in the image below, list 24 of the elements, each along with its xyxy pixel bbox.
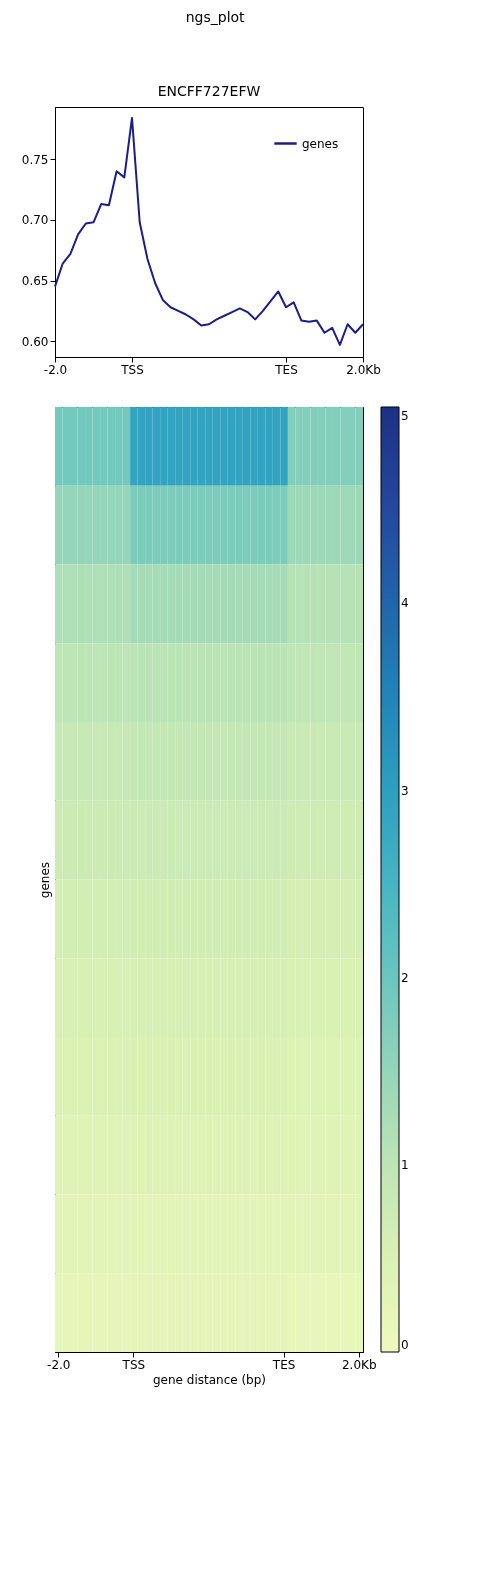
y-tick-label: 0.75 <box>21 152 49 167</box>
color-bar-label: 0 <box>401 1338 409 1352</box>
chart-title: ngs_plot <box>185 8 246 25</box>
color-bar-label: 4 <box>401 596 409 611</box>
x-tick-label: TSS <box>120 362 144 377</box>
x-tick-label: -2.0 <box>43 362 68 377</box>
y-tick-label: 0.60 <box>21 334 49 349</box>
x-tick-label: TES <box>271 1357 296 1372</box>
y-tick-label: 0.65 <box>21 274 49 289</box>
x-tick-label: TES <box>274 362 298 377</box>
x-tick-label: -2.0 <box>47 1357 71 1372</box>
color-bar-label: 1 <box>401 1157 409 1172</box>
y-tick-label: 0.70 <box>21 213 49 228</box>
y-axis-title: genes <box>37 861 52 899</box>
x-tick-label: 2.0Kb <box>346 362 381 377</box>
legend-label: genes <box>302 136 339 151</box>
chart-subtitle: ENCFF727EFW <box>157 83 261 99</box>
color-bar-label: 5 <box>401 409 409 424</box>
x-tick-label: TSS <box>121 1357 146 1372</box>
line-series <box>54 116 364 346</box>
color-bar-label: 3 <box>401 783 409 798</box>
x-axis-title: gene distance (bp) <box>152 1372 267 1387</box>
x-tick-label: 2.0Kb <box>341 1357 377 1372</box>
color-bar-label: 2 <box>401 970 409 985</box>
